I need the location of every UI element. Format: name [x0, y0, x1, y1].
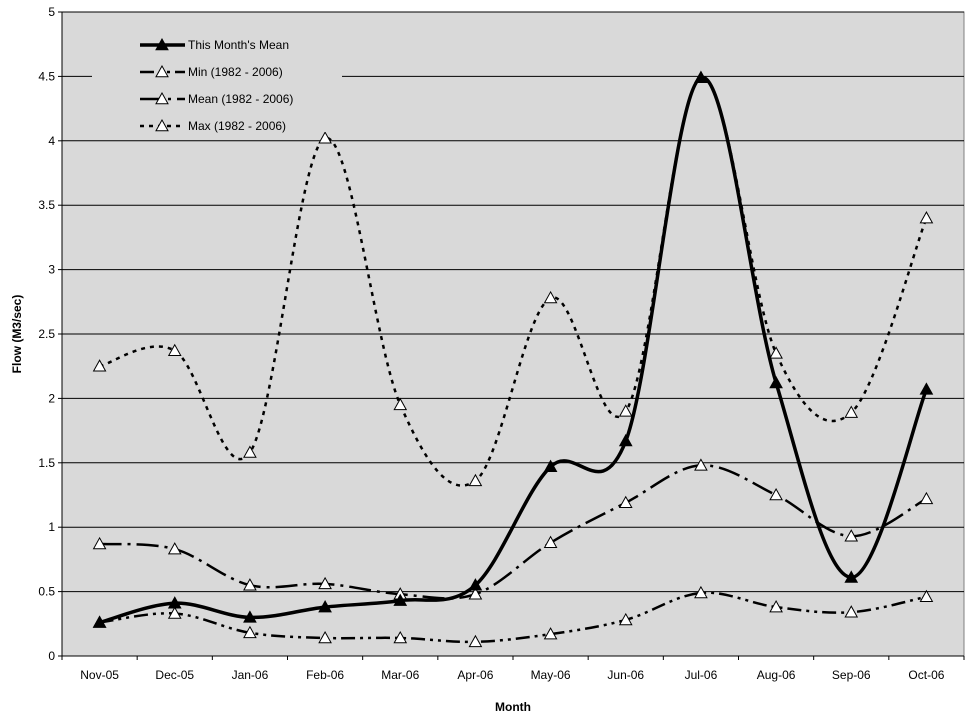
series-line: [99, 76, 928, 487]
data-point: [318, 576, 332, 590]
data-point: [393, 397, 408, 411]
data-point: [243, 610, 257, 623]
data-point: [844, 570, 859, 583]
legend-marker: [155, 37, 169, 51]
series-0: [92, 70, 934, 628]
data-point: [694, 70, 708, 83]
data-point: [769, 346, 783, 359]
data-point: [618, 404, 633, 417]
data-point: [618, 612, 633, 626]
y-tick-label: 2: [48, 391, 55, 405]
x-tick-label: May-06: [531, 668, 571, 682]
data-point: [167, 343, 182, 357]
legend: This Month's Mean Min (1982 - 2006) Mean (…: [92, 32, 342, 133]
data-point: [243, 445, 257, 458]
y-tick-label: 4: [48, 134, 55, 148]
x-tick-label: Jan-06: [232, 668, 269, 682]
y-tick-label: 2.5: [38, 327, 55, 341]
data-point: [694, 585, 708, 599]
data-point: [919, 382, 934, 395]
legend-marker: [155, 118, 169, 132]
data-point: [844, 529, 859, 542]
x-tick-label: Oct-06: [908, 668, 944, 682]
data-point: [318, 131, 332, 144]
legend-label: Mean (1982 - 2006): [188, 92, 293, 106]
series-line: [99, 75, 929, 625]
x-tick-label: Feb-06: [306, 668, 344, 682]
data-point: [468, 578, 483, 591]
y-tick-label: 3.5: [38, 198, 55, 212]
data-point: [694, 458, 708, 471]
x-tick-label: Jul-06: [685, 668, 718, 682]
data-point: [92, 615, 107, 628]
x-axis-title: Month: [495, 700, 531, 714]
data-point: [468, 473, 483, 487]
x-ticks: Nov-05 Dec-05 Jan-06 Feb-06 Mar-06 Apr-06 May-…: [61, 656, 965, 682]
legend-marker: [155, 91, 169, 105]
x-tick-label: Dec-05: [155, 668, 194, 682]
y-tick-label: 4.5: [38, 69, 55, 83]
data-point: [769, 375, 783, 389]
y-tick-label: 5: [48, 5, 55, 19]
data-point: [468, 634, 483, 648]
data-point: [919, 589, 934, 603]
x-tick-label: Jun-06: [607, 668, 644, 682]
data-point: [167, 542, 182, 555]
legend-label: Max (1982 - 2006): [188, 119, 286, 133]
y-tick-label: 0.5: [38, 585, 55, 599]
y-tick-label: 1: [48, 520, 55, 534]
y-tick-label: 0: [48, 649, 55, 663]
legend-label: Min (1982 - 2006): [188, 65, 283, 79]
data-point: [543, 290, 558, 304]
y-axis-title: Flow (M3/sec): [10, 295, 24, 374]
data-point: [618, 495, 633, 509]
data-point: [543, 535, 558, 548]
series-line: [99, 591, 927, 644]
data-point: [543, 459, 558, 472]
series-line: [99, 464, 927, 600]
series-3: [92, 70, 934, 487]
x-tick-label: Sep-06: [832, 668, 871, 682]
x-tick-label: Mar-06: [381, 668, 419, 682]
data-point: [769, 487, 783, 501]
data-point: [92, 536, 107, 550]
data-point: [618, 433, 633, 447]
x-tick-label: Nov-05: [80, 668, 119, 682]
y-tick-label: 3: [48, 263, 55, 277]
data-point: [318, 600, 332, 613]
data-point: [919, 491, 934, 505]
data-point: [243, 625, 257, 639]
legend-marker: [155, 64, 169, 78]
data-point: [167, 606, 182, 619]
x-tick-label: Apr-06: [457, 668, 493, 682]
data-point: [167, 596, 182, 609]
data-point: [769, 600, 783, 613]
data-point: [92, 359, 107, 372]
data-point: [919, 211, 934, 224]
data-point: [393, 593, 408, 606]
data-point: [844, 405, 859, 418]
data-point: [243, 578, 257, 591]
data-point: [543, 627, 558, 640]
series-layer: [92, 70, 934, 648]
y-tick-label: 1.5: [38, 456, 55, 470]
data-point: [318, 630, 332, 644]
data-point: [844, 605, 859, 618]
series-2: [92, 458, 934, 600]
data-point: [393, 630, 408, 644]
y-ticks: 0 0.5 1 1.5 2 2.5 3 3.5 4 4.5 5: [38, 5, 62, 663]
x-tick-label: Aug-06: [757, 668, 796, 682]
legend-label: This Month's Mean: [188, 38, 289, 52]
series-1: [92, 585, 934, 648]
data-point: [468, 587, 483, 600]
legend-background: [92, 32, 342, 132]
